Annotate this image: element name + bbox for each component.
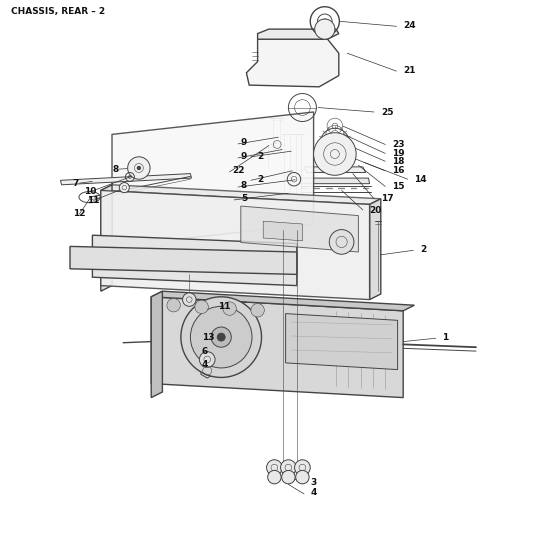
Circle shape <box>267 460 282 475</box>
Circle shape <box>296 470 309 484</box>
Text: 24: 24 <box>403 21 416 30</box>
Polygon shape <box>151 297 403 398</box>
Text: 1: 1 <box>442 333 449 342</box>
Text: 5: 5 <box>241 194 247 203</box>
Text: 11: 11 <box>218 302 231 311</box>
Circle shape <box>314 133 356 175</box>
Polygon shape <box>298 178 370 184</box>
Text: 14: 14 <box>414 175 427 184</box>
Text: 22: 22 <box>232 166 245 175</box>
Circle shape <box>329 230 354 254</box>
Circle shape <box>223 302 236 315</box>
Polygon shape <box>112 112 314 246</box>
Text: 2: 2 <box>420 245 426 254</box>
Circle shape <box>128 157 150 179</box>
Polygon shape <box>226 339 248 349</box>
Polygon shape <box>263 221 302 241</box>
Polygon shape <box>246 39 339 87</box>
Text: 20: 20 <box>370 206 382 214</box>
Circle shape <box>315 19 335 39</box>
Text: 10: 10 <box>84 187 96 196</box>
Polygon shape <box>304 167 366 172</box>
Polygon shape <box>214 343 221 364</box>
Polygon shape <box>286 314 398 370</box>
Text: 16: 16 <box>392 166 404 175</box>
Text: 4: 4 <box>311 488 317 497</box>
Text: 12: 12 <box>73 209 85 218</box>
Circle shape <box>199 352 215 367</box>
Text: 18: 18 <box>392 157 404 166</box>
Text: 8: 8 <box>241 181 247 190</box>
Polygon shape <box>70 246 297 274</box>
Polygon shape <box>92 235 297 286</box>
Polygon shape <box>194 334 215 341</box>
Text: 4: 4 <box>202 360 208 368</box>
Polygon shape <box>258 29 339 39</box>
Circle shape <box>211 327 231 347</box>
Circle shape <box>295 460 310 475</box>
Circle shape <box>181 297 262 377</box>
Circle shape <box>190 306 252 368</box>
Text: 9: 9 <box>241 138 247 147</box>
Polygon shape <box>199 339 216 357</box>
Circle shape <box>119 183 129 193</box>
Polygon shape <box>213 310 222 330</box>
Circle shape <box>167 298 180 312</box>
Circle shape <box>217 333 225 341</box>
Circle shape <box>323 19 327 24</box>
Polygon shape <box>227 324 248 337</box>
Polygon shape <box>241 206 358 252</box>
Circle shape <box>281 460 296 475</box>
Circle shape <box>195 300 208 314</box>
Polygon shape <box>101 185 381 204</box>
Text: 13: 13 <box>202 333 214 342</box>
Polygon shape <box>101 185 112 291</box>
Text: 3: 3 <box>311 478 317 487</box>
Circle shape <box>137 166 141 170</box>
Text: 25: 25 <box>381 108 393 116</box>
Text: 9: 9 <box>241 152 247 161</box>
Text: 21: 21 <box>403 66 416 74</box>
Polygon shape <box>225 312 237 333</box>
Text: 2: 2 <box>258 152 264 161</box>
Polygon shape <box>101 190 370 300</box>
Text: 23: 23 <box>392 140 404 149</box>
Circle shape <box>183 293 196 306</box>
Circle shape <box>282 470 295 484</box>
Circle shape <box>268 470 281 484</box>
Text: 11: 11 <box>87 196 99 205</box>
Polygon shape <box>198 318 218 333</box>
Polygon shape <box>151 291 162 398</box>
Polygon shape <box>370 199 381 300</box>
Text: 6: 6 <box>202 347 208 356</box>
Polygon shape <box>60 174 192 185</box>
Text: 7: 7 <box>73 179 79 188</box>
Text: 17: 17 <box>381 194 394 203</box>
Polygon shape <box>151 291 414 311</box>
Text: 8: 8 <box>112 165 118 174</box>
Circle shape <box>251 304 264 317</box>
Text: 19: 19 <box>392 149 405 158</box>
Text: 15: 15 <box>392 182 404 191</box>
Text: CHASSIS, REAR – 2: CHASSIS, REAR – 2 <box>11 7 105 16</box>
Polygon shape <box>222 343 238 362</box>
Text: 2: 2 <box>258 175 264 184</box>
